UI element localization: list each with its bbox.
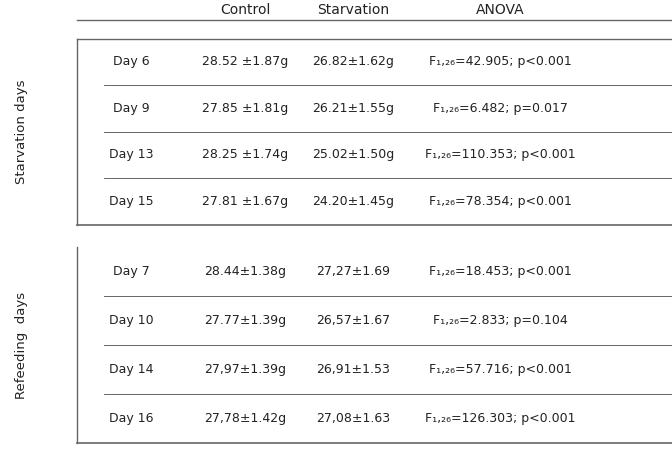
Text: 27.77±1.39g: 27.77±1.39g: [204, 314, 286, 327]
Text: Starvation days: Starvation days: [15, 79, 28, 184]
Text: Day 15: Day 15: [109, 195, 153, 208]
Text: 26,57±1.67: 26,57±1.67: [316, 314, 390, 327]
Text: Control: Control: [220, 3, 270, 17]
Text: 27,08±1.63: 27,08±1.63: [316, 412, 390, 425]
Text: 25.02±1.50g: 25.02±1.50g: [312, 148, 394, 162]
Text: F₁,₂₆=42.905; p<0.001: F₁,₂₆=42.905; p<0.001: [429, 55, 572, 69]
Text: 27.81 ±1.67g: 27.81 ±1.67g: [202, 195, 288, 208]
Text: 26.82±1.62g: 26.82±1.62g: [312, 55, 394, 69]
Text: 27,78±1.42g: 27,78±1.42g: [204, 412, 286, 425]
Text: Day 9: Day 9: [113, 102, 149, 115]
Text: F₁,₂₆=6.482; p=0.017: F₁,₂₆=6.482; p=0.017: [433, 102, 568, 115]
Text: F₁,₂₆=2.833; p=0.104: F₁,₂₆=2.833; p=0.104: [433, 314, 568, 327]
Text: 27,97±1.39g: 27,97±1.39g: [204, 363, 286, 376]
Text: 27.85 ±1.81g: 27.85 ±1.81g: [202, 102, 288, 115]
Text: Day 13: Day 13: [109, 148, 153, 162]
Text: 28.44±1.38g: 28.44±1.38g: [204, 265, 286, 278]
Text: ANOVA: ANOVA: [476, 3, 525, 17]
Text: 27,27±1.69: 27,27±1.69: [316, 265, 390, 278]
Text: Day 7: Day 7: [113, 265, 149, 278]
Text: F₁,₂₆=110.353; p<0.001: F₁,₂₆=110.353; p<0.001: [425, 148, 576, 162]
Text: 28.52 ±1.87g: 28.52 ±1.87g: [202, 55, 288, 69]
Text: 26.21±1.55g: 26.21±1.55g: [312, 102, 394, 115]
Text: Starvation: Starvation: [317, 3, 389, 17]
Text: 26,91±1.53: 26,91±1.53: [316, 363, 390, 376]
Text: Day 10: Day 10: [109, 314, 153, 327]
Text: Refeeding  days: Refeeding days: [15, 291, 28, 399]
Text: Day 6: Day 6: [113, 55, 149, 69]
Text: F₁,₂₆=57.716; p<0.001: F₁,₂₆=57.716; p<0.001: [429, 363, 572, 376]
Text: Day 14: Day 14: [109, 363, 153, 376]
Text: F₁,₂₆=78.354; p<0.001: F₁,₂₆=78.354; p<0.001: [429, 195, 572, 208]
Text: F₁,₂₆=18.453; p<0.001: F₁,₂₆=18.453; p<0.001: [429, 265, 572, 278]
Text: F₁,₂₆=126.303; p<0.001: F₁,₂₆=126.303; p<0.001: [425, 412, 576, 425]
Text: 24.20±1.45g: 24.20±1.45g: [312, 195, 394, 208]
Text: Day 16: Day 16: [109, 412, 153, 425]
Text: 28.25 ±1.74g: 28.25 ±1.74g: [202, 148, 288, 162]
